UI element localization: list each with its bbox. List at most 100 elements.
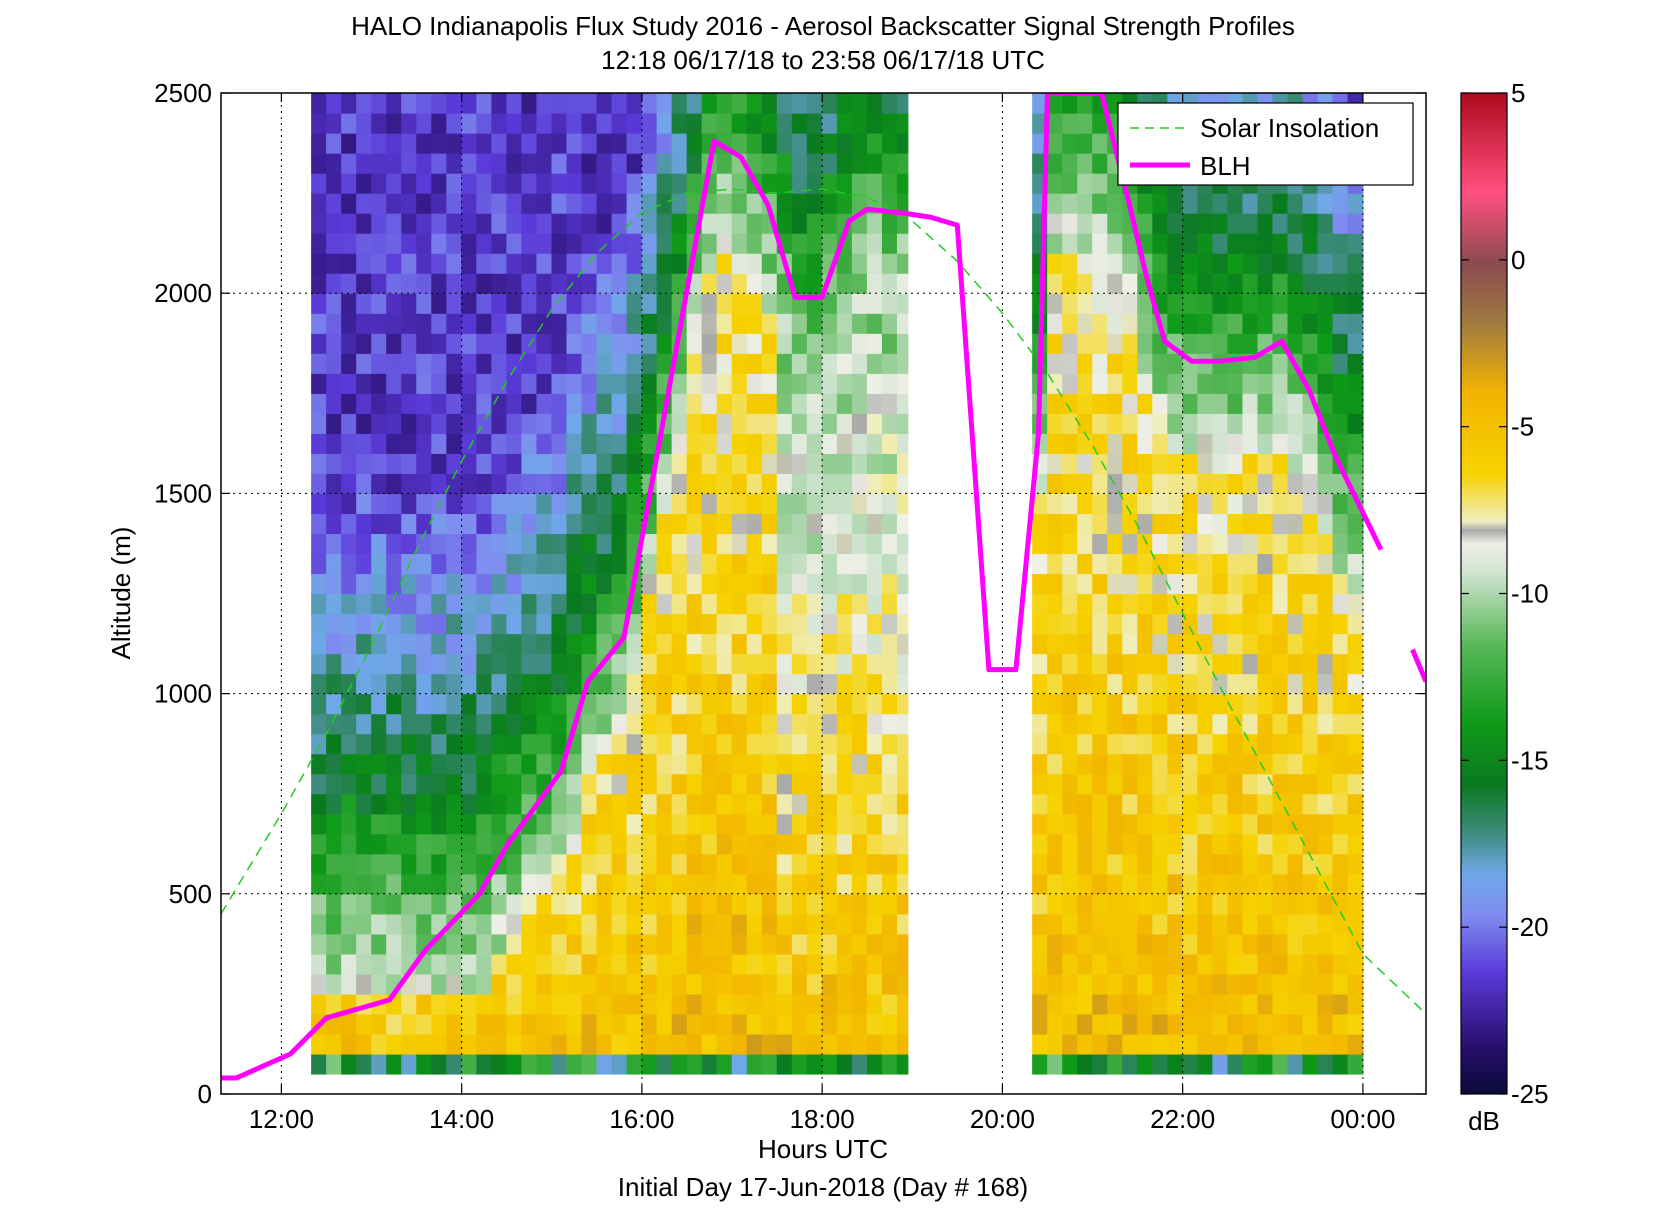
backscatter-cell: [1077, 333, 1093, 354]
backscatter-cell: [836, 753, 853, 775]
backscatter-cell: [776, 473, 793, 494]
backscatter-cell: [701, 813, 718, 835]
backscatter-cell: [761, 753, 778, 775]
backscatter-cell: [581, 533, 598, 555]
backscatter-cell: [551, 793, 568, 815]
backscatter-cell: [1062, 253, 1078, 274]
backscatter-cell: [311, 513, 327, 535]
backscatter-cell: [1122, 473, 1138, 494]
backscatter-cell: [701, 733, 718, 755]
backscatter-cell: [446, 653, 462, 675]
backscatter-cell: [656, 273, 673, 294]
backscatter-cell: [341, 1013, 357, 1035]
backscatter-cell: [1107, 413, 1123, 434]
backscatter-cell: [881, 373, 898, 394]
backscatter-cell: [791, 413, 808, 434]
backscatter-cell: [671, 893, 688, 915]
backscatter-cell: [1287, 953, 1304, 975]
backscatter-cell: [1227, 793, 1244, 815]
backscatter-cell: [401, 273, 417, 294]
backscatter-cell: [1182, 513, 1198, 535]
backscatter-cell: [431, 1013, 447, 1035]
backscatter-cell: [566, 673, 583, 695]
backscatter-cell: [596, 773, 613, 795]
y-tick-label: 2500: [154, 78, 212, 108]
backscatter-cell: [881, 953, 898, 975]
backscatter-cell: [1227, 273, 1244, 294]
backscatter-cell: [1062, 333, 1078, 354]
backscatter-cell: [1077, 673, 1093, 695]
backscatter-cell: [491, 993, 507, 1015]
backscatter-cell: [776, 413, 793, 434]
backscatter-cell: [1242, 833, 1259, 855]
backscatter-cell: [566, 333, 583, 354]
backscatter-cell: [461, 1033, 477, 1055]
backscatter-cell: [851, 453, 868, 474]
backscatter-cell: [1062, 413, 1078, 434]
backscatter-cell: [1167, 993, 1183, 1015]
backscatter-cell: [1092, 513, 1108, 535]
backscatter-cell: [356, 593, 372, 615]
backscatter-cell: [1227, 533, 1244, 555]
backscatter-cell: [641, 253, 658, 274]
backscatter-cell: [1302, 853, 1319, 875]
backscatter-cell: [821, 433, 838, 454]
backscatter-cell: [431, 973, 447, 995]
backscatter-cell: [326, 833, 342, 855]
backscatter-cell: [1257, 513, 1274, 535]
backscatter-cell: [611, 993, 628, 1015]
backscatter-cell: [701, 1033, 718, 1055]
backscatter-cell: [791, 333, 808, 354]
backscatter-cell: [596, 1033, 613, 1055]
backscatter-cell: [686, 413, 703, 434]
backscatter-cell: [371, 853, 387, 875]
backscatter-cell: [866, 353, 883, 374]
backscatter-cell: [491, 753, 507, 775]
backscatter-cell: [1032, 533, 1048, 555]
backscatter-cell: [371, 233, 387, 254]
backscatter-cell: [551, 233, 568, 254]
backscatter-cell: [731, 773, 748, 795]
backscatter-cell: [731, 573, 748, 595]
backscatter-cell: [536, 513, 553, 535]
backscatter-cell: [1227, 253, 1244, 274]
backscatter-cell: [1062, 373, 1078, 394]
backscatter-cell: [581, 813, 598, 835]
backscatter-cell: [821, 93, 838, 114]
backscatter-cell: [1152, 853, 1168, 875]
backscatter-cell: [401, 993, 417, 1015]
backscatter-cell: [521, 713, 538, 735]
x-tick-label: 12:00: [249, 1104, 314, 1134]
backscatter-cell: [401, 593, 417, 615]
backscatter-cell: [581, 193, 598, 214]
backscatter-cell: [851, 433, 868, 454]
backscatter-cell: [461, 533, 477, 555]
backscatter-cell: [671, 913, 688, 935]
backscatter-cell: [836, 773, 853, 795]
backscatter-cell: [1122, 1033, 1138, 1055]
backscatter-cell: [806, 933, 823, 955]
backscatter-cell: [716, 393, 733, 414]
backscatter-cell: [731, 653, 748, 675]
backscatter-cell: [791, 1053, 808, 1075]
backscatter-cells: [311, 93, 1364, 1075]
backscatter-cell: [401, 853, 417, 875]
backscatter-cell: [746, 353, 763, 374]
backscatter-cell: [641, 973, 658, 995]
backscatter-cell: [491, 333, 507, 354]
backscatter-cell: [761, 993, 778, 1015]
backscatter-cell: [656, 653, 673, 675]
backscatter-cell: [716, 253, 733, 274]
backscatter-cell: [821, 393, 838, 414]
backscatter-cell: [1137, 653, 1153, 675]
backscatter-cell: [851, 113, 868, 134]
backscatter-cell: [401, 293, 417, 314]
backscatter-cell: [1347, 893, 1364, 915]
backscatter-cell: [686, 1013, 703, 1035]
backscatter-cell: [311, 873, 327, 895]
backscatter-cell: [776, 193, 793, 214]
y-tick-label: 0: [198, 1079, 212, 1109]
backscatter-cell: [386, 113, 402, 134]
backscatter-cell: [1272, 933, 1289, 955]
backscatter-cell: [1107, 773, 1123, 795]
